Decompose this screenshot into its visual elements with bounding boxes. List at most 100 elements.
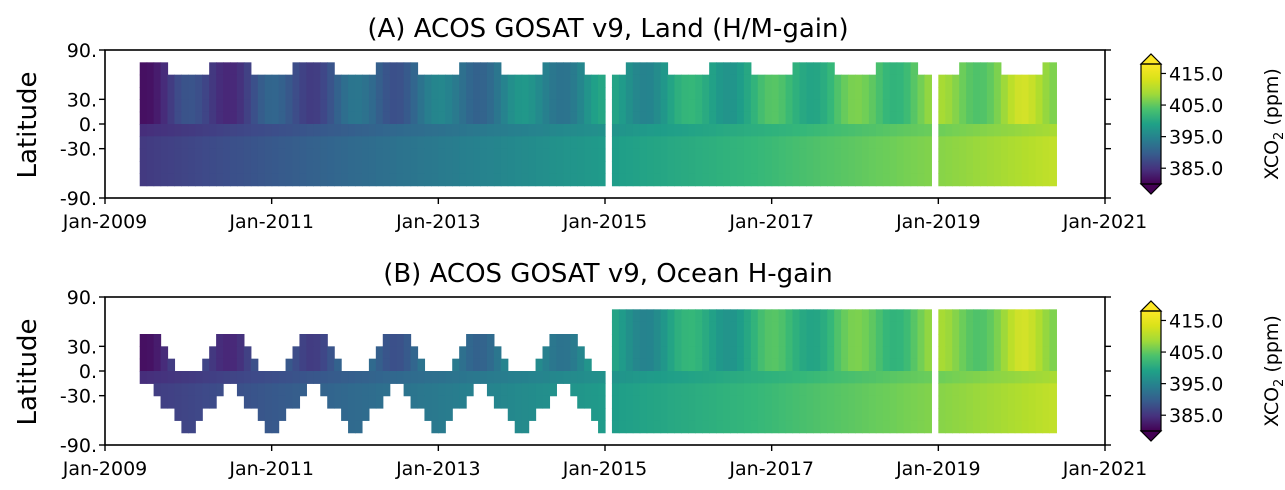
- heatmap-cell: [917, 111, 926, 125]
- heatmap-cell: [320, 346, 328, 360]
- heatmap-cell: [410, 74, 419, 88]
- heatmap-cell: [264, 161, 273, 174]
- heatmap-cell: [938, 99, 946, 113]
- heatmap-cell: [778, 420, 787, 434]
- heatmap-cell: [695, 124, 703, 137]
- heatmap-cell: [438, 408, 446, 421]
- heatmap-cell: [1035, 161, 1044, 174]
- heatmap-cell: [466, 346, 474, 360]
- heatmap-cell: [375, 136, 384, 150]
- heatmap-cell: [785, 395, 794, 409]
- heatmap-cell: [1028, 321, 1037, 335]
- heatmap-cell: [285, 358, 294, 372]
- heatmap-cell: [341, 408, 349, 421]
- heatmap-cell: [570, 99, 578, 113]
- heatmap-cell: [653, 173, 662, 187]
- heatmap-cell: [750, 111, 759, 125]
- heatmap-cell: [750, 99, 759, 113]
- heatmap-cell: [292, 161, 301, 174]
- heatmap-cell: [660, 124, 669, 137]
- heatmap-cell: [375, 395, 384, 409]
- heatmap-cell: [236, 173, 245, 187]
- heatmap-cell: [861, 408, 870, 421]
- heatmap-cell: [632, 87, 641, 100]
- heatmap-cell: [431, 74, 439, 88]
- heatmap-cell: [681, 124, 689, 137]
- heatmap-cell: [236, 358, 245, 372]
- heatmap-cell: [959, 111, 967, 125]
- heatmap-cell: [355, 420, 363, 434]
- heatmap-cell: [986, 309, 995, 323]
- panel-a-heatmap: [139, 62, 1057, 187]
- heatmap-cell: [889, 321, 898, 335]
- heatmap-cell: [493, 371, 502, 384]
- heatmap-cell: [778, 346, 787, 360]
- heatmap-cell: [966, 124, 974, 137]
- heatmap-cell: [966, 111, 974, 125]
- heatmap-cell: [153, 136, 162, 150]
- heatmap-cell: [292, 346, 301, 360]
- heatmap-cell: [591, 111, 599, 125]
- colorbar-tick-label: 385.0: [1169, 158, 1223, 180]
- heatmap-cell: [882, 408, 891, 421]
- heatmap-cell: [396, 124, 405, 137]
- heatmap-cell: [368, 148, 377, 162]
- heatmap-cell: [174, 408, 182, 421]
- heatmap-cell: [230, 124, 238, 137]
- heatmap-cell: [480, 371, 488, 384]
- heatmap-cell: [250, 161, 259, 174]
- heatmap-cell: [285, 111, 294, 125]
- heatmap-cell: [403, 358, 412, 372]
- heatmap-cell: [618, 148, 627, 162]
- x-tick-label: Jan-2011: [228, 458, 314, 480]
- heatmap-cell: [945, 408, 953, 421]
- heatmap-cell: [889, 161, 898, 174]
- heatmap-cell: [403, 124, 412, 137]
- heatmap-cell: [1000, 161, 1009, 174]
- heatmap-cell: [271, 87, 280, 100]
- heatmap-cell: [861, 420, 870, 434]
- colorbar-tick-label: 405.0: [1169, 342, 1223, 364]
- heatmap-cell: [632, 161, 641, 174]
- heatmap-cell: [736, 309, 745, 323]
- heatmap-cell: [868, 99, 877, 113]
- heatmap-cell: [736, 74, 745, 88]
- heatmap-cell: [667, 420, 676, 434]
- heatmap-cell: [535, 74, 544, 88]
- heatmap-cell: [716, 358, 724, 372]
- heatmap-cell: [514, 395, 523, 409]
- heatmap-cell: [875, 136, 884, 150]
- heatmap-cell: [584, 383, 592, 397]
- heatmap-cell: [535, 383, 544, 397]
- heatmap-cell: [188, 111, 196, 125]
- heatmap-cell: [542, 74, 551, 88]
- heatmap-cell: [896, 173, 905, 187]
- heatmap-cell: [181, 408, 189, 421]
- heatmap-cell: [278, 395, 287, 409]
- heatmap-cell: [181, 99, 189, 113]
- heatmap-cell: [466, 148, 474, 162]
- heatmap-cell: [695, 111, 703, 125]
- x-tick-label: Jan-2013: [395, 211, 481, 233]
- heatmap-cell: [1014, 74, 1023, 88]
- heatmap-cell: [993, 358, 1002, 372]
- heatmap-cell: [1021, 334, 1030, 347]
- heatmap-cell: [556, 173, 564, 187]
- x-tick-label: Jan-2011: [228, 211, 314, 233]
- heatmap-cell: [153, 148, 162, 162]
- heatmap-cell: [945, 346, 953, 360]
- heatmap-cell: [250, 148, 259, 162]
- heatmap-cell: [736, 136, 745, 150]
- heatmap-cell: [216, 334, 224, 347]
- heatmap-cell: [480, 148, 488, 162]
- heatmap-cell: [771, 173, 780, 187]
- heatmap-cell: [535, 124, 544, 137]
- heatmap-cell: [820, 148, 828, 162]
- heatmap-cell: [591, 99, 599, 113]
- heatmap-cell: [806, 74, 814, 88]
- heatmap-cell: [480, 334, 488, 347]
- heatmap-cell: [139, 173, 148, 187]
- heatmap-cell: [834, 321, 842, 335]
- heatmap-cell: [667, 111, 676, 125]
- heatmap-cell: [473, 136, 481, 150]
